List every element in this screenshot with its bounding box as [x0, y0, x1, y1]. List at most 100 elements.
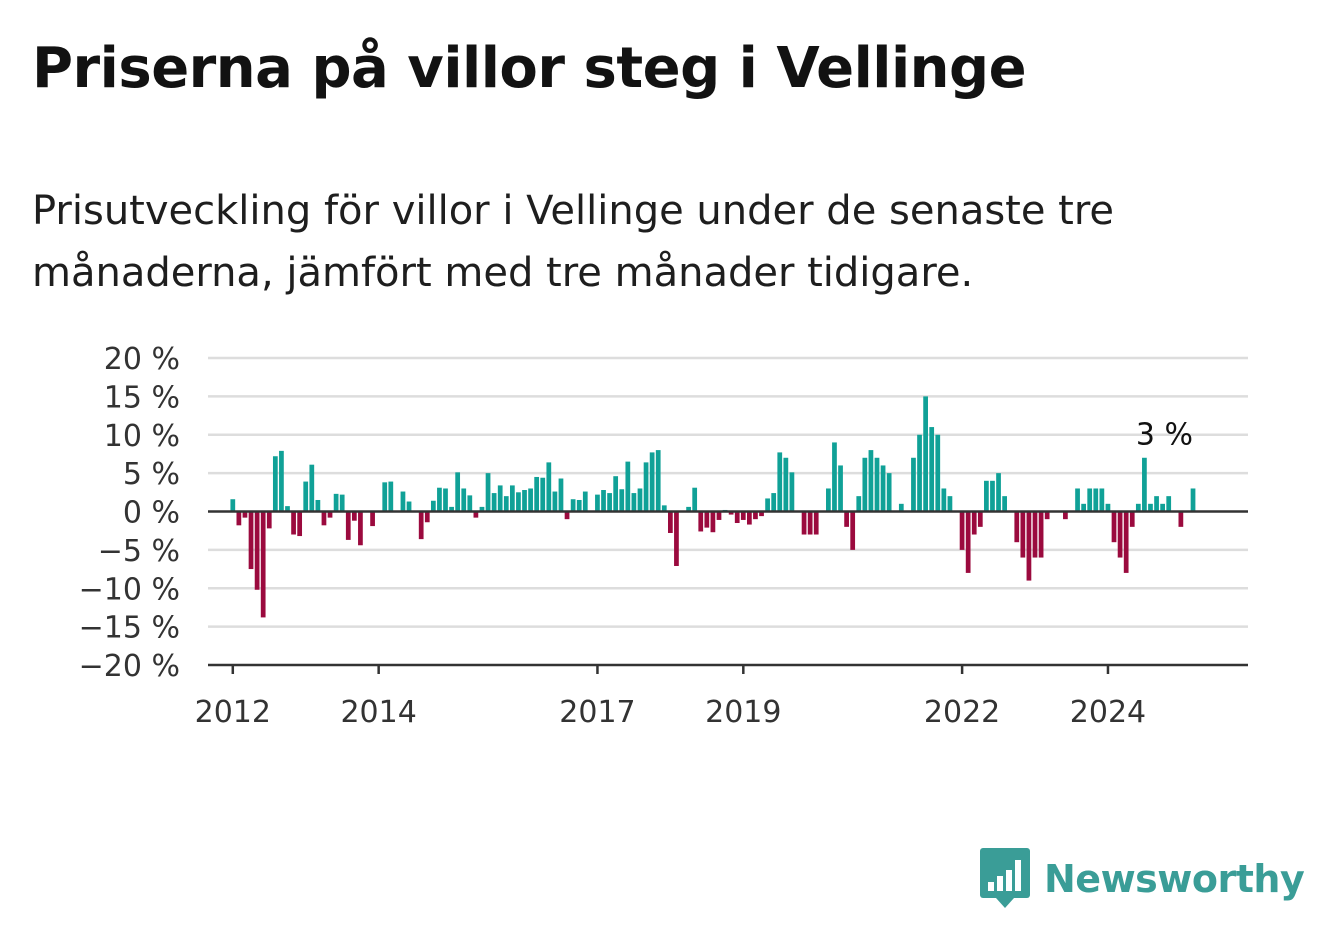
bar: [643, 462, 649, 512]
bar: [576, 499, 582, 512]
bar: [1093, 488, 1099, 512]
bar: [236, 511, 242, 526]
bar: [704, 511, 710, 528]
bar: [443, 488, 448, 512]
bar: [832, 442, 837, 512]
bar: [862, 457, 868, 512]
bar: [807, 511, 813, 535]
bar: [424, 511, 430, 523]
bar: [1135, 503, 1141, 512]
bar: [400, 491, 406, 512]
bar: [753, 511, 758, 520]
bars: [230, 396, 1196, 618]
bar: [1081, 503, 1086, 512]
bar: [339, 494, 345, 512]
bar: [947, 496, 953, 512]
bar: [856, 496, 862, 512]
bar: [728, 511, 734, 515]
x-tick-label: 2024: [1070, 695, 1146, 730]
bar: [1123, 511, 1129, 573]
bar: [777, 452, 783, 512]
bar: [266, 511, 272, 529]
bar: [406, 501, 412, 512]
bar: [552, 491, 558, 512]
bar: [984, 480, 989, 512]
y-tick-label: 5 %: [123, 457, 180, 492]
bar: [813, 511, 819, 535]
bar: [977, 511, 983, 527]
bar: [917, 434, 922, 512]
bar: [285, 506, 290, 512]
bar: [1129, 511, 1135, 527]
bar: [388, 481, 394, 512]
bar: [1178, 511, 1184, 527]
bar: [844, 511, 849, 527]
bar: [1026, 511, 1032, 581]
bar: [516, 492, 521, 512]
bar: [637, 488, 643, 512]
bar: [582, 491, 588, 512]
bar: [297, 511, 303, 537]
bar: [1105, 503, 1111, 512]
bar: [564, 511, 570, 520]
bar: [898, 503, 904, 512]
bar: [965, 511, 971, 573]
bar: [467, 495, 473, 512]
newsworthy-brand: Newsworthy: [980, 848, 1305, 910]
bar: [595, 494, 600, 512]
y-tick-label: 20 %: [104, 342, 180, 377]
bar: [631, 493, 637, 512]
bar: [333, 493, 339, 512]
latest-value-annotation: 3 %: [1136, 417, 1193, 452]
axes: [208, 510, 1248, 674]
bar: [558, 478, 564, 512]
bar: [971, 511, 977, 535]
bar: [534, 476, 540, 512]
bar: [771, 493, 777, 512]
bar: [686, 506, 691, 512]
bar: [497, 485, 503, 512]
bar: [230, 499, 236, 512]
newsworthy-logo-icon: [980, 848, 1030, 908]
bar: [874, 457, 880, 512]
y-tick-label: 10 %: [104, 419, 180, 454]
x-tick-label: 2019: [705, 695, 781, 730]
bar: [740, 511, 746, 520]
x-tick-label: 2017: [559, 695, 635, 730]
bar: [1075, 488, 1080, 512]
y-tick-label: −20 %: [79, 649, 180, 684]
bar: [674, 511, 679, 566]
bar: [248, 511, 254, 570]
bar: [734, 511, 740, 524]
bar: [418, 511, 424, 540]
bar: [783, 457, 789, 512]
bar: [351, 511, 357, 521]
y-tick-label: 0 %: [123, 496, 180, 531]
bar: [430, 500, 436, 512]
y-tick-label: 15 %: [104, 380, 180, 415]
bar: [1002, 496, 1007, 512]
bar: [1142, 457, 1147, 512]
chart-subtitle: Prisutveckling för villor i Vellinge und…: [32, 188, 1115, 296]
bar: [485, 473, 491, 512]
bar: [747, 511, 752, 525]
bar: [1099, 488, 1105, 512]
bar: [321, 511, 327, 526]
bar: [886, 473, 892, 512]
bar: [279, 450, 284, 512]
bar: [692, 487, 698, 512]
x-tick-label: 2012: [195, 695, 271, 730]
brand-name: Newsworthy: [1044, 857, 1305, 901]
bar: [607, 493, 612, 512]
bar: [449, 506, 454, 512]
bar: [996, 473, 1001, 512]
bar: [935, 434, 941, 512]
bar: [625, 461, 631, 512]
bar: [370, 511, 375, 527]
bar: [272, 456, 278, 512]
bar: [491, 493, 497, 512]
bar: [668, 511, 673, 533]
y-tick-label: −10 %: [79, 572, 180, 607]
bar: [880, 465, 886, 512]
